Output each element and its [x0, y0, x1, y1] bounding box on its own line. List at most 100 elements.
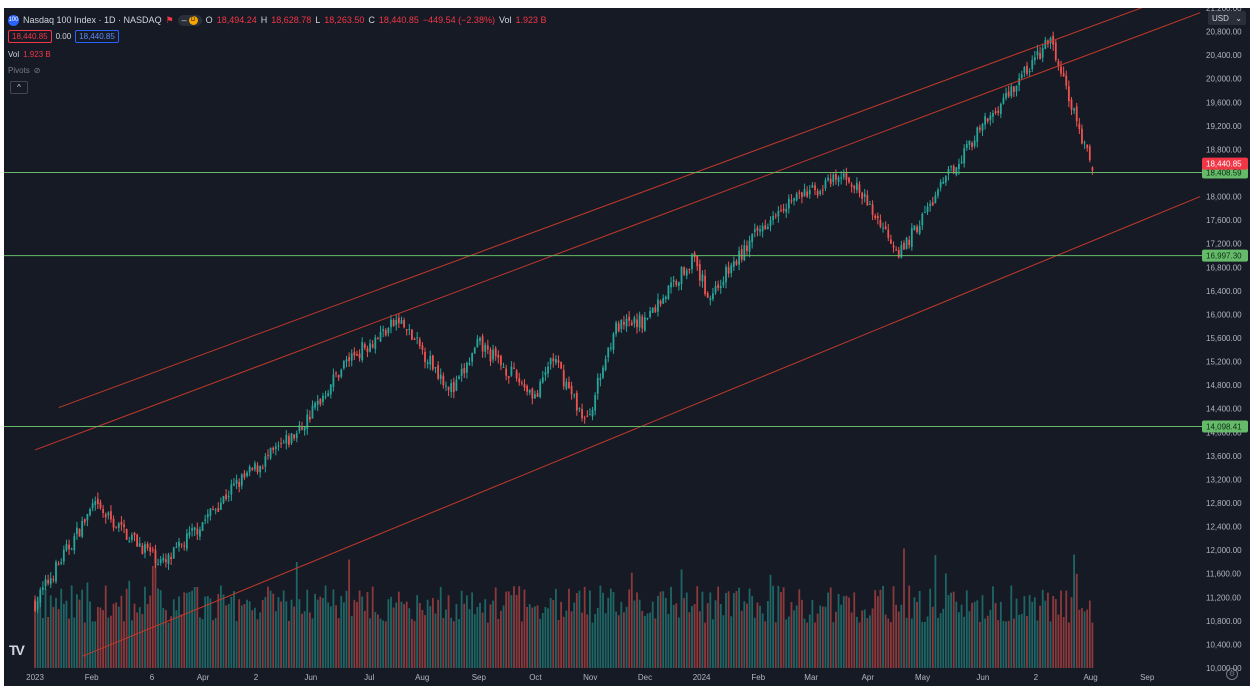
buy-price-button[interactable]: 18,440.85: [75, 30, 119, 43]
sell-price-button[interactable]: 18,440.85: [8, 30, 52, 43]
volume-bar: [814, 622, 816, 668]
drawing-lines[interactable]: [4, 8, 1202, 657]
candle-body: [416, 337, 419, 339]
volume-bar: [782, 587, 785, 668]
market-status-pill[interactable]: – D: [177, 14, 202, 26]
volume-bar: [1054, 599, 1057, 668]
high-label: H: [260, 15, 268, 25]
volume-bar: [460, 590, 463, 668]
volume-bar: [780, 592, 782, 668]
volume-bar: [594, 614, 597, 668]
candle-body: [500, 355, 502, 366]
candle-body: [554, 359, 557, 363]
time-tick-label: Sep: [472, 673, 487, 682]
candle-body: [583, 417, 586, 419]
flag-icon[interactable]: ⚑: [165, 14, 174, 25]
candle-body: [693, 252, 696, 258]
candle-body: [481, 336, 484, 352]
volume-bar: [277, 597, 280, 668]
price-chart[interactable]: 21,200.00 20,800.00 20,400.00 20,000.00 19,6…: [4, 8, 1250, 686]
volume-bar: [465, 595, 468, 668]
volume-bar: [269, 590, 272, 668]
candle-body: [685, 270, 688, 276]
candle-body: [819, 191, 822, 194]
volume-bar: [738, 587, 740, 668]
symbol-title[interactable]: Nasdaq 100 Index · 1D · NASDAQ: [23, 15, 162, 25]
volume-bar: [1070, 597, 1073, 668]
candle-body: [1078, 123, 1081, 130]
candle-body: [55, 562, 57, 582]
candle-body: [664, 296, 667, 299]
volume-bar: [408, 608, 411, 668]
candle-body: [371, 344, 374, 348]
volume-bar: [133, 603, 136, 668]
price-axis[interactable]: 21,200.00 20,800.00 20,400.00 20,000.00 19,6…: [1202, 8, 1250, 686]
eye-off-icon[interactable]: ⊘: [33, 66, 41, 75]
candle-body: [921, 213, 924, 226]
chevron-down-icon: ⌄: [1235, 13, 1242, 23]
candle-body: [638, 314, 641, 328]
volume-bar: [1052, 595, 1055, 668]
candle-body: [468, 362, 471, 365]
time-axis[interactable]: 2023 Feb 6 Apr 2 Jun Jul Aug Sep Oct Nov Dec 2024 Feb…: [4, 668, 1202, 686]
candle-body: [230, 484, 233, 495]
volume-bar: [387, 599, 390, 668]
collapse-legend-button[interactable]: ^: [10, 81, 28, 94]
volume-bar: [78, 599, 81, 668]
time-tick-label: Feb: [751, 673, 765, 682]
candle-body: [1031, 60, 1034, 69]
volume-bar: [759, 605, 761, 668]
candle-body: [649, 310, 652, 317]
volume-bar: [159, 590, 162, 668]
candle-body: [387, 328, 390, 334]
volume-bar: [196, 586, 199, 668]
candle-body: [240, 474, 243, 486]
volume-bar: [426, 599, 429, 668]
candle-body: [497, 354, 500, 358]
volume-bar: [879, 589, 882, 668]
candle-body: [217, 507, 220, 512]
candle-body: [657, 299, 659, 312]
candle-body: [340, 370, 343, 377]
volume-bar: [117, 606, 120, 668]
candle-body: [753, 229, 756, 232]
candle-body: [848, 177, 850, 183]
volume-bar: [1067, 622, 1070, 668]
candle-body: [1044, 40, 1047, 49]
tradingview-logo[interactable]: TV: [9, 642, 25, 658]
volume-bar: [288, 620, 290, 668]
candle-body: [377, 337, 379, 340]
vol-label: Vol: [498, 15, 512, 25]
candle-body: [1070, 99, 1073, 110]
candle-body: [625, 318, 628, 327]
low-value: 18,263.50: [324, 15, 365, 25]
volume-bar: [968, 611, 971, 668]
candle-body: [871, 204, 874, 215]
pivots-legend[interactable]: Pivots ⊘: [8, 66, 41, 75]
candle-body: [47, 580, 50, 584]
price-level-label: 18,408.59: [1206, 168, 1242, 177]
volume-bar: [916, 601, 918, 668]
volume-bar: [492, 600, 494, 668]
volume-bar: [871, 608, 874, 668]
price-tick-label: 12,400.00: [1206, 523, 1242, 532]
volume-bar: [740, 610, 743, 668]
candle-body: [997, 110, 1000, 113]
candle-body: [609, 347, 612, 349]
currency-selector[interactable]: USD ⌄: [1208, 11, 1246, 25]
volume-bar: [293, 606, 296, 668]
volume-bar: [973, 601, 976, 668]
candle-body: [185, 533, 188, 549]
volume-bar: [1088, 600, 1091, 668]
candle-body: [850, 184, 853, 187]
volume-bar: [924, 621, 926, 668]
candle-body: [471, 353, 474, 362]
volume-bar: [1041, 589, 1044, 668]
gear-icon[interactable]: ⚙: [1226, 668, 1238, 680]
candle-body: [434, 367, 437, 369]
candle-body: [691, 254, 693, 269]
candle-body: [274, 446, 277, 450]
volume-bar: [929, 588, 932, 668]
candle-body: [452, 381, 455, 393]
volume-legend[interactable]: Vol 1.923 B: [8, 50, 51, 59]
